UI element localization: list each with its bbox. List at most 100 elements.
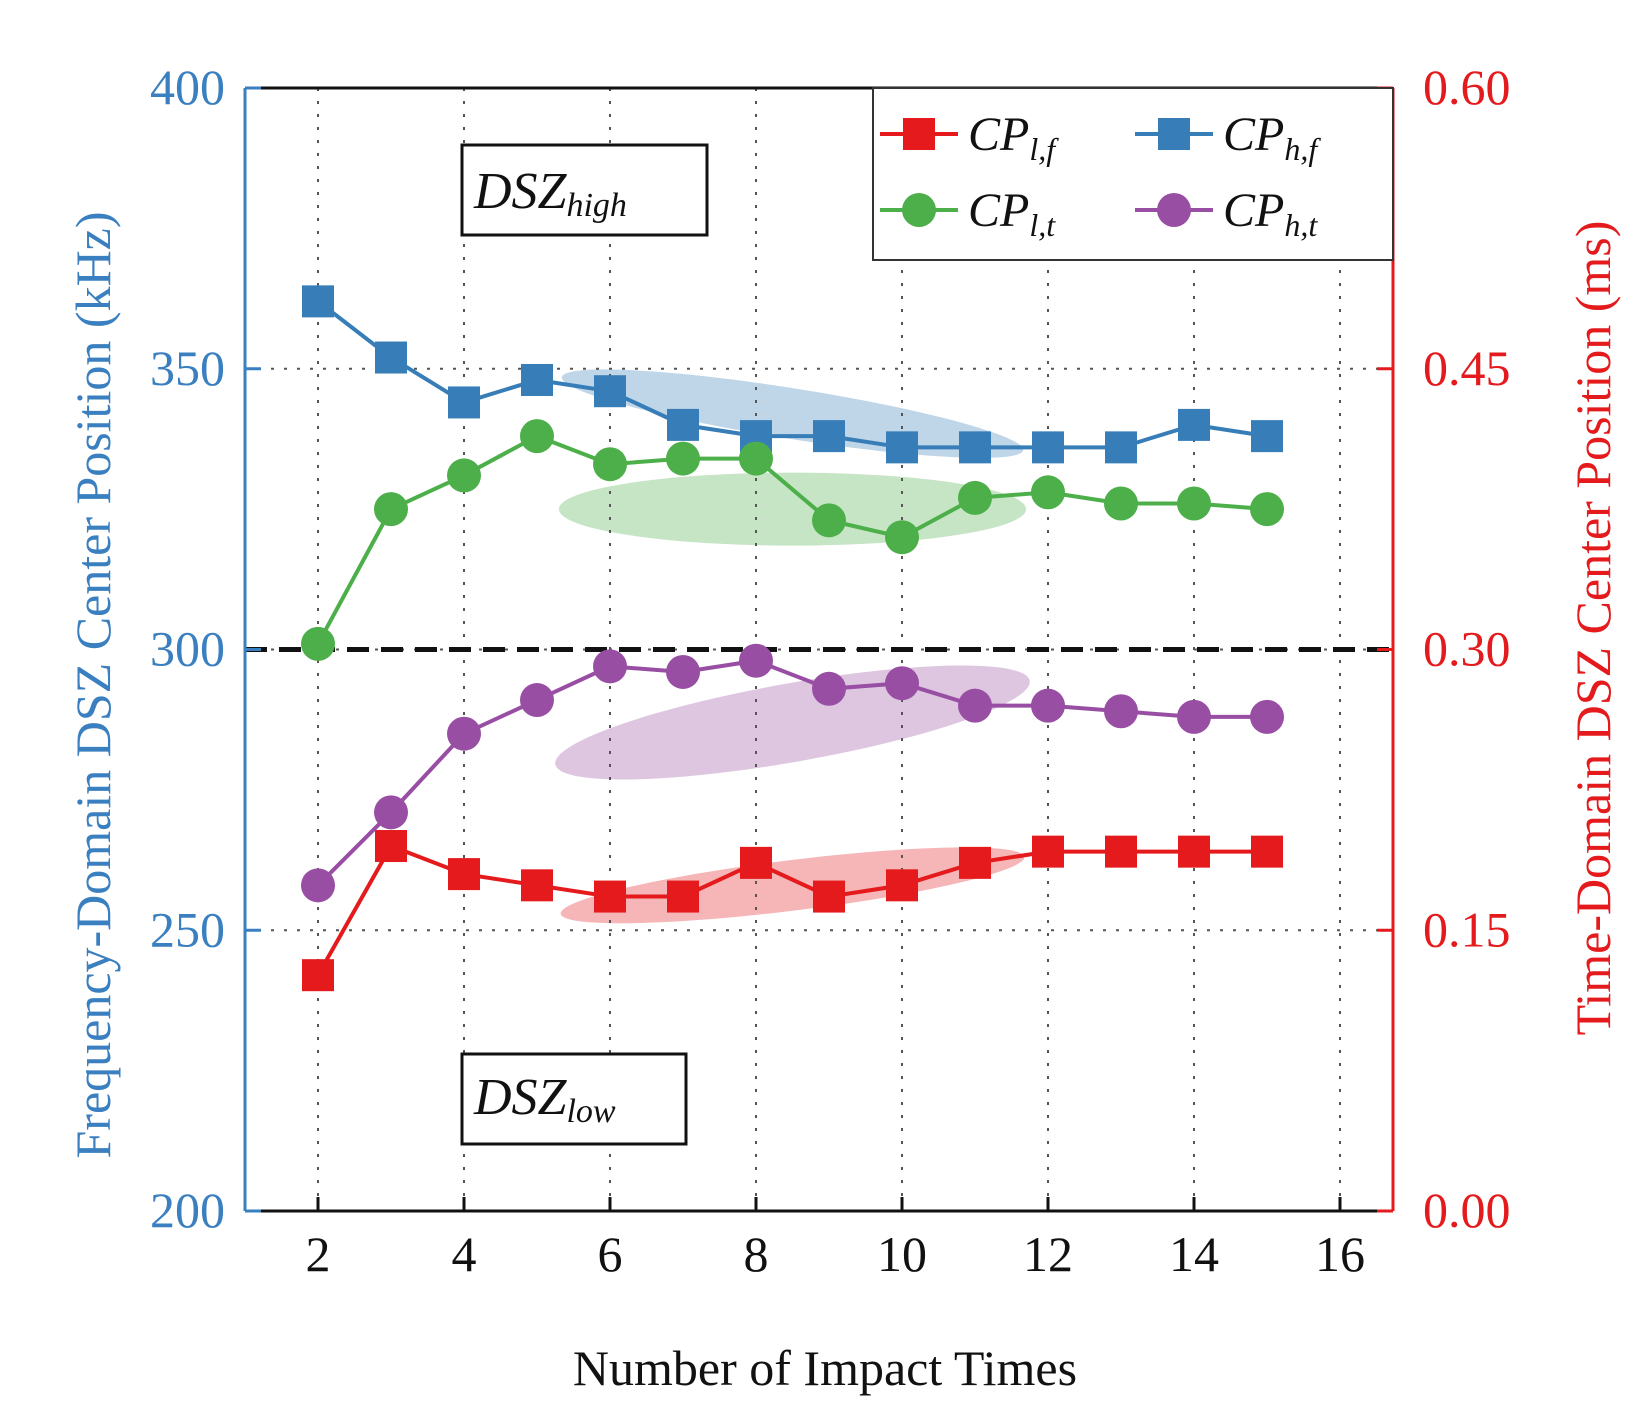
legend-label-main: CP [968,108,1029,161]
legend-marker [902,193,936,227]
data-point [666,441,700,476]
data-point [1032,835,1064,868]
data-point [1251,420,1283,453]
data-point [520,683,554,718]
y2-tick-label: 0.60 [1423,59,1511,115]
legend-entry-h-f: CPh,f [1135,108,1321,167]
data-point [885,666,919,701]
dsz-low-sub: low [566,1093,615,1130]
data-point [302,285,334,318]
legend-label: CPh,t [1223,184,1318,243]
data-point [594,375,626,408]
y-tick-label: 200 [150,1182,225,1238]
data-point [1250,492,1284,527]
data-point [1178,408,1210,441]
data-point [375,341,407,374]
x-tick-label: 10 [877,1226,927,1282]
data-point [374,492,408,527]
data-point [1105,431,1137,464]
legend-label-main: CP [1223,184,1284,237]
x-axis-title: Number of Impact Times [573,1340,1077,1396]
data-point [813,880,845,913]
data-point [447,458,481,493]
y-axis-title: Frequency-Domain DSZ Center Position (kH… [65,211,121,1158]
data-point [739,643,773,678]
highlight-ellipse-1 [561,369,1024,458]
data-point [448,386,480,419]
legend-label-sub: h,t [1284,207,1318,243]
dsz-high-sub: high [566,187,626,224]
data-point [667,408,699,441]
data-point [375,830,407,863]
data-point [739,441,773,476]
data-point [593,649,627,684]
data-point [959,846,991,879]
legend-label-main: CP [968,184,1029,237]
data-point [1104,486,1138,521]
data-point [1177,486,1211,521]
series-l-t [301,419,1284,661]
dsz-high-box [460,143,709,237]
data-point [1104,694,1138,729]
data-point [886,869,918,902]
data-point [520,419,554,454]
legend-entry-h-t: CPh,t [1135,184,1318,243]
legend-label-sub: l,t [1029,207,1056,243]
data-point [812,671,846,706]
legend-marker [903,118,935,150]
data-point [959,431,991,464]
data-point [374,795,408,830]
axes: 2 4 6 8 10 12 14 16 200 250 300 350 400 0.00 0.15 0.30 0… [150,59,1511,1282]
series-l-f [302,830,1283,992]
data-point [666,654,700,689]
data-point [1031,688,1065,723]
dsz-low-label: DSZlow [460,1052,688,1146]
x-tick-label: 8 [744,1226,769,1282]
y-tick-label: 300 [150,621,225,677]
x-tick-label: 12 [1023,1226,1073,1282]
data-point [448,858,480,891]
legend-label-sub: h,f [1284,131,1321,167]
x-tick-label: 2 [306,1226,331,1282]
y2-tick-label: 0.00 [1423,1182,1511,1238]
dsz-high-text: DSZhigh [473,163,627,224]
legend-label-sub: l,f [1029,131,1059,167]
data-point [813,420,845,453]
data-point [594,880,626,913]
dsz-high-main: DSZ [473,163,568,220]
series-h-f [302,285,1283,464]
legend-entry-l-f: CPl,f [880,108,1059,167]
y-tick-label: 250 [150,901,225,957]
data-point [1177,699,1211,734]
dsz-low-box [460,1052,688,1146]
data-point [1105,835,1137,868]
y2-tick-label: 0.15 [1423,901,1511,957]
data-point [958,688,992,723]
data-series [301,285,1284,992]
data-point [302,959,334,992]
legend-marker [1158,118,1190,150]
data-point [667,880,699,913]
data-point [593,447,627,482]
legend-label: CPl,f [968,108,1059,167]
legend-label-main: CP [1223,108,1284,161]
data-point [521,363,553,396]
data-point [1250,699,1284,734]
dsz-high-label: DSZhigh [460,143,709,237]
x-tick-label: 4 [452,1226,477,1282]
data-point [301,626,335,661]
y2-tick-label: 0.30 [1423,621,1511,677]
dsz-low-main: DSZ [473,1069,568,1126]
highlight-ellipse-0 [560,847,1025,924]
data-point [1251,835,1283,868]
y-tick-label: 350 [150,340,225,396]
data-point [1178,835,1210,868]
data-point [740,846,772,879]
legend-label: CPh,f [1223,108,1321,167]
legend-label: CPl,t [968,184,1056,243]
y2-tick-label: 0.45 [1423,340,1511,396]
data-point [958,480,992,515]
x-tick-label: 14 [1169,1226,1219,1282]
data-point [885,520,919,555]
